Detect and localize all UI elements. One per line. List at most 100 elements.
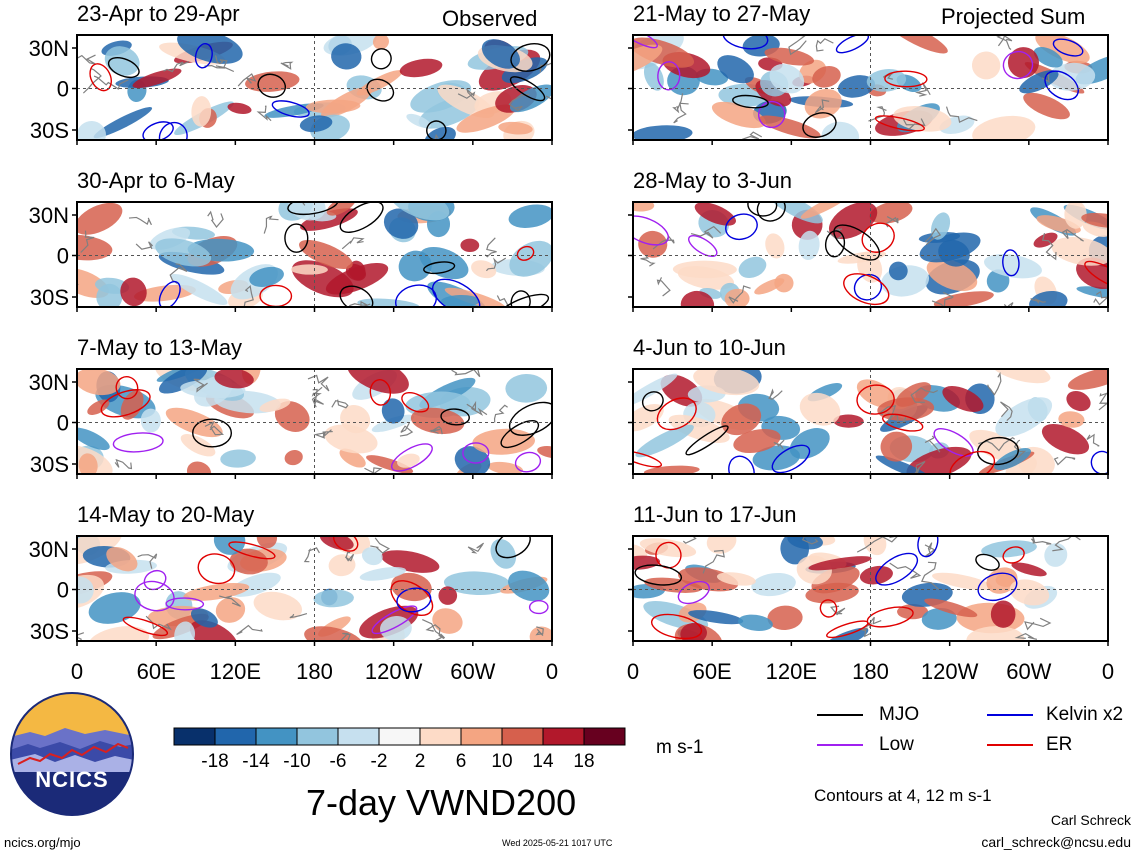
anomaly-shading	[1023, 92, 1070, 120]
coastline	[996, 35, 1013, 51]
coastline	[1030, 297, 1046, 304]
anomaly-shading	[886, 35, 948, 54]
coastline	[344, 551, 355, 562]
y-tick-label: 30N	[29, 370, 69, 395]
coastline	[924, 227, 942, 246]
coastline	[311, 386, 323, 408]
anomaly-shading	[633, 555, 661, 570]
coastline	[1052, 536, 1081, 552]
coastline	[914, 82, 931, 97]
anomaly-shading	[326, 202, 357, 216]
coastline	[656, 277, 671, 297]
coastline	[1041, 72, 1050, 83]
wave-contour	[158, 121, 188, 140]
coastline	[467, 542, 485, 554]
wave-contour	[856, 384, 895, 415]
panel-period-label: 14-May to 20-May	[77, 502, 255, 527]
x-tick-label: 0	[627, 659, 639, 684]
anomaly-shading	[1009, 579, 1050, 606]
map-panel	[628, 368, 1109, 479]
anomaly-shading	[966, 626, 1025, 641]
anomaly-shading	[220, 449, 256, 468]
wave-contour	[271, 100, 310, 118]
x-tick-label: 180	[852, 659, 889, 684]
coastline	[535, 626, 544, 636]
wave-contour	[633, 215, 669, 246]
anomaly-shading	[120, 277, 147, 307]
legend-label-low: Low	[879, 734, 914, 755]
coastline	[1000, 401, 1013, 422]
coastline	[434, 133, 439, 140]
anomaly-shading	[159, 369, 208, 394]
anomaly-shading	[487, 461, 524, 474]
colorbar-tick-label: -14	[242, 751, 270, 772]
anomaly-shading	[406, 113, 431, 128]
anomaly-shading	[359, 566, 407, 581]
wave-contour	[514, 451, 542, 473]
wave-contour	[685, 425, 729, 456]
panel-period-label: 28-May to 3-Jun	[633, 168, 792, 193]
coastline	[815, 38, 834, 52]
anomaly-shading	[274, 401, 310, 432]
anomaly-shading	[633, 37, 695, 68]
anomaly-shading	[397, 453, 420, 468]
wave-contour	[112, 432, 164, 453]
anomaly-shading	[1048, 62, 1096, 91]
coastline	[466, 400, 488, 416]
coastline	[204, 64, 235, 73]
coastline	[868, 106, 887, 122]
wave-contour	[747, 202, 778, 217]
anomaly-shading	[1058, 411, 1085, 428]
colorbar-box	[255, 727, 298, 746]
wave-contour	[725, 213, 758, 241]
coastline	[673, 102, 689, 124]
wave-contour	[500, 420, 540, 449]
anomaly-shading	[765, 233, 785, 259]
anomaly-shading	[932, 572, 993, 591]
wave-contour	[401, 391, 430, 413]
map-panel: 30N 0 30S	[29, 201, 553, 312]
coastline	[987, 371, 1002, 396]
colorbar-box	[542, 727, 585, 746]
colorbar-tick-label: 2	[415, 751, 426, 772]
wave-contour	[1052, 38, 1084, 57]
anomaly-shading	[460, 238, 480, 253]
panel-period-label: 11-Jun to 17-Jun	[633, 502, 797, 527]
coastline	[1093, 290, 1108, 306]
anomaly-shading	[170, 273, 228, 305]
wave-contour	[396, 587, 432, 613]
anomaly-shading	[716, 572, 756, 586]
wave-contour	[194, 43, 213, 69]
panel-period-label: 21-May to 27-May	[633, 1, 811, 26]
coastline	[307, 374, 330, 392]
colorbar-box	[296, 727, 339, 746]
colorbar-box	[378, 727, 421, 746]
anomaly-shading	[410, 407, 465, 434]
wave-contour	[1002, 546, 1025, 564]
anomaly-shading	[508, 570, 550, 602]
anomaly-shading	[921, 607, 957, 630]
anomaly-shading	[132, 68, 182, 89]
coastline	[773, 439, 785, 450]
anomaly-shading	[717, 55, 754, 84]
anomaly-shading	[1066, 390, 1091, 412]
wave-contour	[933, 428, 974, 457]
legend-swatch-mjo	[817, 714, 863, 716]
anomaly-shading	[213, 536, 246, 555]
anomaly-shading	[424, 126, 456, 140]
legend-label-er: ER	[1046, 734, 1073, 755]
colorbar-tick-label: -2	[371, 751, 388, 772]
wave-contour	[284, 223, 309, 253]
anomaly-shading	[88, 592, 141, 624]
coastline	[137, 553, 158, 569]
legend: MJO Kelvin x2 Low ER	[812, 700, 1132, 780]
anomaly-shading	[799, 392, 841, 426]
anomaly-shading	[1081, 212, 1108, 228]
x-tick-label: 0	[71, 659, 83, 684]
colorbar-tick-label: 18	[573, 751, 594, 772]
coastline	[1030, 536, 1052, 545]
wave-contour	[802, 112, 837, 138]
y-tick-label: 0	[57, 578, 69, 603]
wave-contour	[510, 290, 531, 307]
